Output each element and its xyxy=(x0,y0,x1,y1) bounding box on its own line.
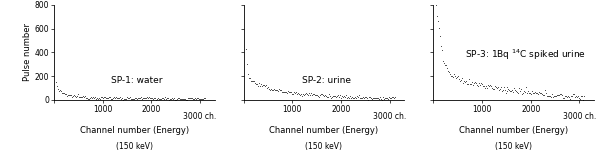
Y-axis label: Pulse number: Pulse number xyxy=(23,23,32,81)
Text: (150 keV): (150 keV) xyxy=(116,142,153,151)
Text: 3000 ch.: 3000 ch. xyxy=(184,112,217,121)
Text: SP-3: 1Bq $^{14}$C spiked urine: SP-3: 1Bq $^{14}$C spiked urine xyxy=(466,47,586,62)
Text: Channel number (Energy): Channel number (Energy) xyxy=(80,126,189,135)
Text: SP-2: urine: SP-2: urine xyxy=(302,76,351,85)
Text: Channel number (Energy): Channel number (Energy) xyxy=(459,126,568,135)
Text: (150 keV): (150 keV) xyxy=(495,142,532,151)
Text: 3000 ch.: 3000 ch. xyxy=(563,112,596,121)
Text: SP-1: water: SP-1: water xyxy=(111,76,163,85)
Text: Channel number (Energy): Channel number (Energy) xyxy=(269,126,379,135)
Text: 3000 ch.: 3000 ch. xyxy=(373,112,406,121)
Text: (150 keV): (150 keV) xyxy=(305,142,343,151)
